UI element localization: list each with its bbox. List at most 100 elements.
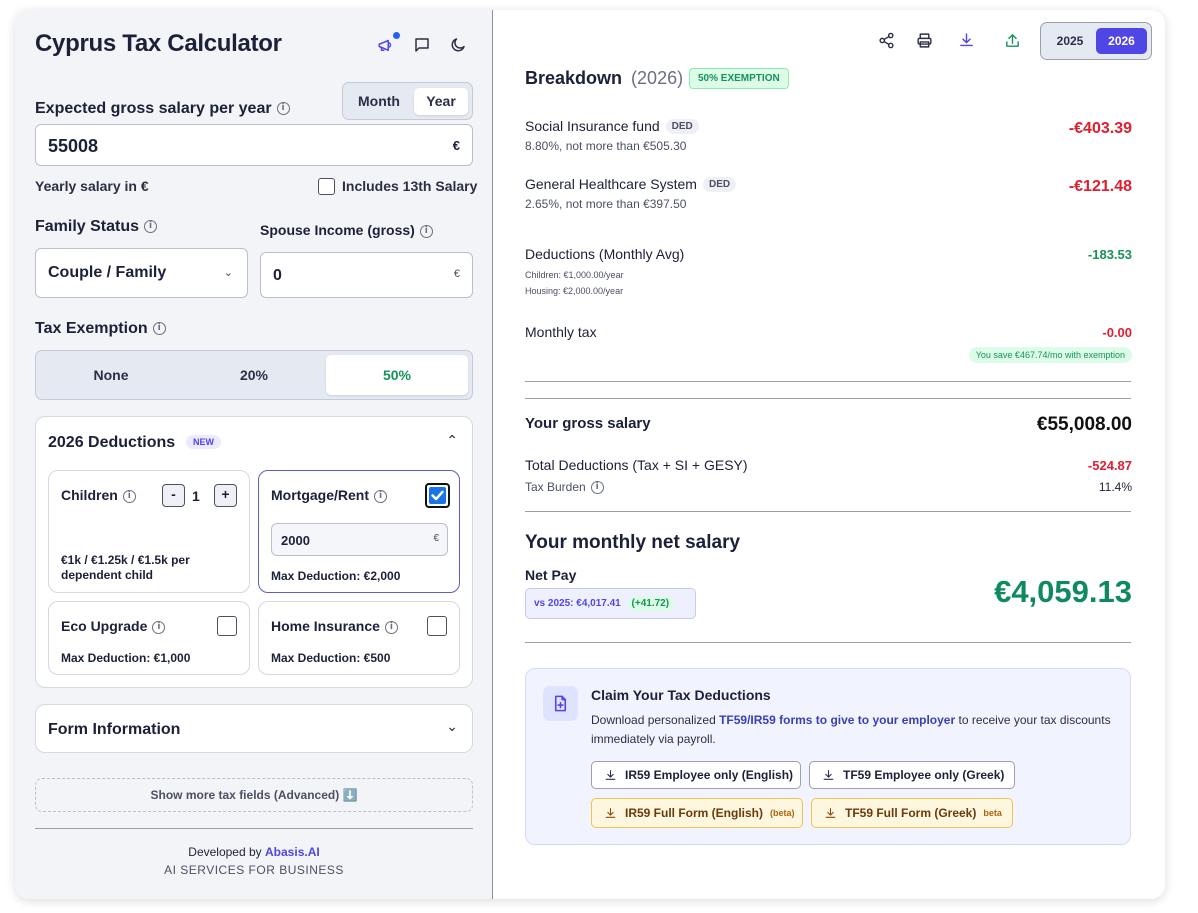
check-icon: [429, 487, 446, 504]
eco-upgrade-card: Eco Upgrade i Max Deduction: €1,000: [48, 601, 250, 675]
salary-label: Expected gross salary per year i: [35, 100, 290, 118]
children-count: 1: [192, 488, 200, 504]
tf59-full-greek-button[interactable]: TF59 Full Form (Greek) beta: [811, 798, 1013, 828]
beta-tag: beta: [983, 808, 1002, 818]
vs-diff: (+41.72): [626, 596, 675, 611]
feedback-icon[interactable]: [413, 36, 433, 56]
claim-link[interactable]: TF59/IR59 forms to give to your employer: [719, 713, 956, 727]
deductions-avg-amount: -183.53: [1087, 247, 1132, 262]
dark-mode-icon[interactable]: [449, 36, 469, 56]
info-icon[interactable]: i: [419, 224, 433, 238]
mortgage-input[interactable]: 2000 €: [271, 523, 448, 556]
spouse-income-input[interactable]: 0 €: [260, 252, 473, 298]
home-insurance-checkbox[interactable]: [427, 616, 447, 636]
download-icon: [605, 769, 616, 780]
children-label: Children i: [61, 487, 136, 503]
period-month-button[interactable]: Month: [358, 93, 400, 109]
home-insurance-card: Home Insurance i Max Deduction: €500: [258, 601, 460, 675]
info-icon[interactable]: i: [122, 489, 136, 503]
info-icon[interactable]: i: [374, 489, 387, 503]
home-insurance-max: Max Deduction: €500: [271, 651, 391, 665]
mortgage-max: Max Deduction: €2,000: [271, 569, 401, 583]
spouse-income-label: Spouse Income (gross) i: [260, 222, 433, 238]
mortgage-value: 2000: [281, 533, 310, 548]
family-status-label: Family Status i: [35, 218, 158, 236]
year-2025-button[interactable]: 2025: [1056, 34, 1084, 48]
gross-salary-value: €55,008.00: [1036, 414, 1132, 435]
input-panel: Cyprus Tax Calculator Expected gross sal…: [15, 10, 493, 899]
deductions-housing: Housing: €2,000.00/year: [525, 286, 624, 296]
family-status-select[interactable]: Couple / Family ⌄: [35, 248, 248, 298]
info-icon[interactable]: i: [276, 102, 290, 116]
claim-text: Download personalized TF59/IR59 forms to…: [591, 713, 1111, 746]
period-year-button[interactable]: Year: [414, 88, 468, 115]
family-status-value: Couple / Family: [48, 264, 167, 281]
exemption-50-button[interactable]: 50%: [326, 355, 468, 395]
eco-upgrade-checkbox[interactable]: [217, 616, 237, 636]
results-panel: 2025 2026 Breakdown (2026) 50% EXEMPTION…: [494, 10, 1165, 899]
export-icon[interactable]: [1004, 32, 1022, 50]
exemption-20-button[interactable]: 20%: [239, 367, 269, 383]
print-icon[interactable]: [916, 32, 934, 50]
info-icon[interactable]: i: [152, 322, 166, 336]
download-icon: [823, 769, 834, 780]
beta-tag: (beta): [770, 808, 795, 818]
ir59-employee-english-button[interactable]: IR59 Employee only (English): [591, 761, 801, 789]
notification-dot: [393, 32, 400, 39]
net-pay-value: €4,059.13: [994, 574, 1132, 609]
currency-symbol: €: [453, 268, 460, 280]
exemption-none-button[interactable]: None: [93, 367, 129, 383]
deductions-title: 2026 Deductions: [48, 434, 176, 451]
info-icon[interactable]: i: [384, 620, 398, 634]
ir59-full-english-button[interactable]: IR59 Full Form (English) (beta): [591, 798, 803, 828]
children-note: €1k / €1.25k / €1.5k per dependent child: [61, 553, 190, 582]
app-title: Cyprus Tax Calculator: [35, 30, 282, 57]
chevron-up-icon[interactable]: ⌃: [446, 432, 458, 448]
footer-divider: [35, 828, 473, 829]
advanced-fields-button[interactable]: Show more tax fields (Advanced) ⬇️: [35, 778, 473, 812]
announcement-icon[interactable]: [377, 32, 400, 56]
share-icon[interactable]: [878, 32, 896, 50]
tf59-employee-greek-button[interactable]: TF59 Employee only (Greek): [809, 761, 1015, 789]
exemption-toggle: None 20% 50%: [35, 350, 473, 400]
divider: [525, 642, 1131, 643]
divider: [525, 398, 1131, 399]
divider: [525, 511, 1131, 512]
download-icon[interactable]: [958, 32, 976, 50]
gesy-label: General Healthcare System DED: [525, 176, 737, 192]
total-deductions-label: Total Deductions (Tax + SI + GESY): [525, 457, 748, 473]
app-card: Cyprus Tax Calculator Expected gross sal…: [15, 10, 1165, 899]
salary-hint: Yearly salary in €: [35, 178, 149, 194]
currency-symbol: €: [452, 138, 460, 153]
thirteenth-salary-label: Includes 13th Salary: [342, 178, 478, 194]
salary-input[interactable]: 55008 €: [35, 124, 473, 166]
net-pay-label: Net Pay: [525, 567, 577, 583]
total-deductions-value: -524.87: [1087, 458, 1132, 473]
deductions-panel: 2026 Deductions NEW ⌃ Children i - 1 + €1…: [35, 416, 473, 688]
company-link[interactable]: Abasis.AI: [265, 845, 320, 859]
children-decrement-button[interactable]: -: [162, 484, 185, 507]
chevron-down-icon: ⌄: [223, 267, 233, 279]
gross-salary-label: Your gross salary: [525, 415, 651, 432]
mortgage-checkbox[interactable]: [425, 483, 450, 508]
gesy-sub: 2.65%, not more than €397.50: [525, 197, 687, 211]
year-2026-button[interactable]: 2026: [1096, 28, 1147, 54]
tagline: AI SERVICES FOR BUSINESS: [164, 863, 344, 877]
deductions-avg-label: Deductions (Monthly Avg): [525, 246, 685, 262]
claim-deductions-box: Claim Your Tax Deductions Download perso…: [525, 668, 1131, 845]
mortgage-card: Mortgage/Rent i 2000 € Max Deduction: €2,…: [258, 470, 460, 593]
eco-upgrade-label: Eco Upgrade i: [61, 618, 166, 634]
net-salary-title: Your monthly net salary: [525, 532, 741, 553]
tax-burden-label: Tax Burden i: [525, 480, 604, 495]
info-icon[interactable]: i: [152, 620, 166, 634]
download-icon: [825, 807, 836, 818]
info-icon[interactable]: i: [144, 220, 158, 234]
form-information-panel[interactable]: Form Information ⌄: [35, 704, 473, 753]
monthly-tax-amount: -0.00: [1102, 325, 1132, 340]
social-insurance-sub: 8.80%, not more than €505.30: [525, 139, 687, 153]
thirteenth-salary-checkbox[interactable]: [318, 178, 335, 195]
currency-symbol: €: [433, 533, 439, 544]
info-icon[interactable]: i: [590, 481, 604, 495]
social-insurance-amount: -€403.39: [1068, 120, 1132, 137]
children-increment-button[interactable]: +: [214, 484, 237, 507]
